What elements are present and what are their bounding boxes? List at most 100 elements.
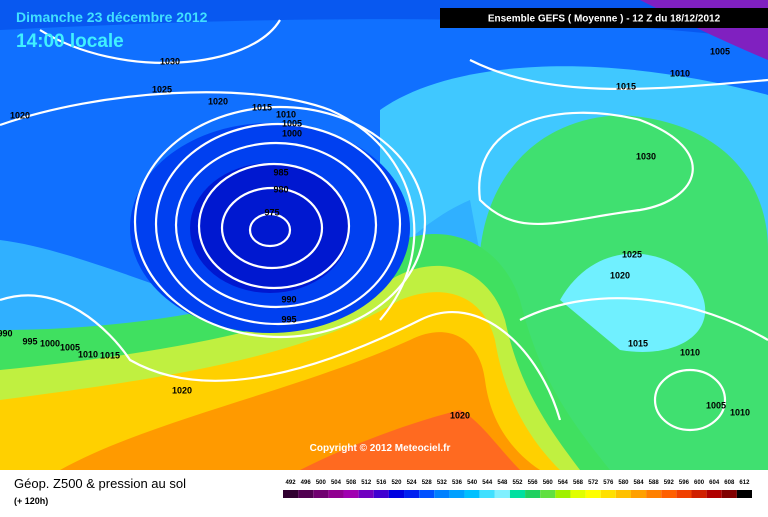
colorbar-cell (646, 490, 662, 498)
isobar-label: 1020 (10, 110, 30, 120)
isobar-label: 1030 (160, 56, 180, 66)
isobar (478, 111, 694, 225)
isobar-label: 1015 (252, 102, 272, 112)
colorbar-label: 588 (649, 480, 660, 486)
colorbar-label: 592 (664, 480, 675, 486)
colorbar-cell (313, 490, 329, 498)
copyright: Copyright © 2012 Meteociel.fr (310, 443, 451, 454)
colorbar-cell (358, 490, 374, 498)
isobars (0, 19, 768, 432)
colorbar-cell (540, 490, 556, 498)
isobar-label: 1020 (172, 385, 192, 395)
colorbar: 492 496 500 504 508 512 516 520 524 528 532 536 540 5… (283, 480, 752, 498)
isobar-label: 1000 (282, 128, 302, 138)
colorbar-label: 576 (603, 480, 614, 486)
isobar (653, 368, 727, 432)
local-time: 14:00 locale (16, 31, 124, 52)
colorbar-cell (479, 490, 495, 498)
colorbar-label: 608 (724, 480, 735, 486)
colorbar-cell (736, 490, 752, 498)
isobar-label: 1005 (706, 400, 726, 410)
colorbar-label: 572 (588, 480, 599, 486)
isobar-label: 1015 (628, 338, 648, 348)
isobar-label: 990 (281, 294, 296, 304)
colorbar-cell (494, 490, 510, 498)
isobar-label: 1010 (276, 109, 296, 119)
colorbar-label: 584 (634, 480, 645, 486)
colorbar-cell (419, 490, 435, 498)
isobar-label: 1010 (670, 68, 690, 78)
isobar-label: 1005 (710, 46, 730, 56)
colorbar-label: 516 (376, 480, 387, 486)
colorbar-label: 600 (694, 480, 705, 486)
isobar (248, 212, 292, 248)
colorbar-cell (343, 490, 359, 498)
isobar-label: 1005 (60, 342, 80, 352)
colorbar-cell (464, 490, 480, 498)
model-info: Ensemble GEFS ( Moyenne ) - 12 Z du 18/1… (488, 14, 721, 25)
colorbar-label: 496 (301, 480, 312, 486)
colorbar-cell (691, 490, 707, 498)
isobar-label: 985 (273, 167, 288, 177)
colorbar-cell (298, 490, 314, 498)
colorbar-label: 512 (361, 480, 372, 486)
colorbar-label: 596 (679, 480, 690, 486)
isobar-label: 1020 (208, 96, 228, 106)
colorbar-cell (404, 490, 420, 498)
model-box (440, 8, 768, 28)
isobar-label: 980 (273, 184, 288, 194)
colorbar-label: 536 (452, 480, 463, 486)
colorbar-cell (283, 490, 299, 498)
colorbar-label: 548 (497, 480, 508, 486)
isobar-label: 1000 (40, 338, 60, 348)
colorbar-label: 556 (528, 480, 539, 486)
colorbar-cell (661, 490, 677, 498)
isobar-label: 990 (0, 328, 13, 338)
isobar-label: 1015 (616, 81, 636, 91)
colorbar-cell (630, 490, 647, 498)
colorbar-cell (525, 490, 541, 498)
low-core (190, 163, 350, 293)
isobar (174, 141, 378, 309)
colorbar-label: 524 (407, 480, 418, 486)
isobar (197, 162, 351, 290)
colorbar-cell (721, 490, 737, 498)
colorbar-label: 560 (543, 480, 554, 486)
isobar-label: 1025 (622, 249, 642, 259)
colorbar-cell (373, 490, 389, 498)
colorbar-cell (509, 490, 526, 498)
band (300, 410, 520, 470)
colorbar-label: 492 (286, 480, 297, 486)
isobar-label: 975 (264, 207, 279, 217)
isobar-label: 1020 (610, 270, 630, 280)
isobar (0, 294, 562, 421)
colorbar-cell (676, 490, 692, 498)
isobar-label: 995 (281, 314, 296, 324)
lead-time: (+ 120h) (14, 496, 48, 506)
colorbar-label: 612 (739, 480, 750, 486)
colorbar-label: 552 (512, 480, 523, 486)
band (560, 253, 706, 352)
isobar-label: 1025 (152, 84, 172, 94)
footer-title: Géop. Z500 & pression au sol (14, 476, 186, 491)
colorbar-label: 544 (482, 480, 493, 486)
isobar-label: 1010 (78, 349, 98, 359)
colorbar-cell (615, 490, 631, 498)
isobar-labels: 1030102510201015101010051000985980975990… (0, 46, 750, 420)
colorbar-cell (328, 490, 344, 498)
isobar (220, 186, 324, 270)
date: Dimanche 23 décembre 2012 (16, 9, 208, 25)
colorbar-cell (388, 490, 405, 498)
isobar (0, 91, 416, 321)
isobar (469, 59, 768, 91)
colorbar-cell (449, 490, 465, 498)
isobar-label: 995 (22, 336, 37, 346)
isobar-label: 1005 (282, 118, 302, 128)
colorbar-label: 580 (618, 480, 629, 486)
colorbar-label: 540 (467, 480, 478, 486)
isobar (39, 19, 281, 64)
colorbar-cell (555, 490, 571, 498)
isobar (519, 297, 768, 341)
colorbar-cell (706, 490, 722, 498)
